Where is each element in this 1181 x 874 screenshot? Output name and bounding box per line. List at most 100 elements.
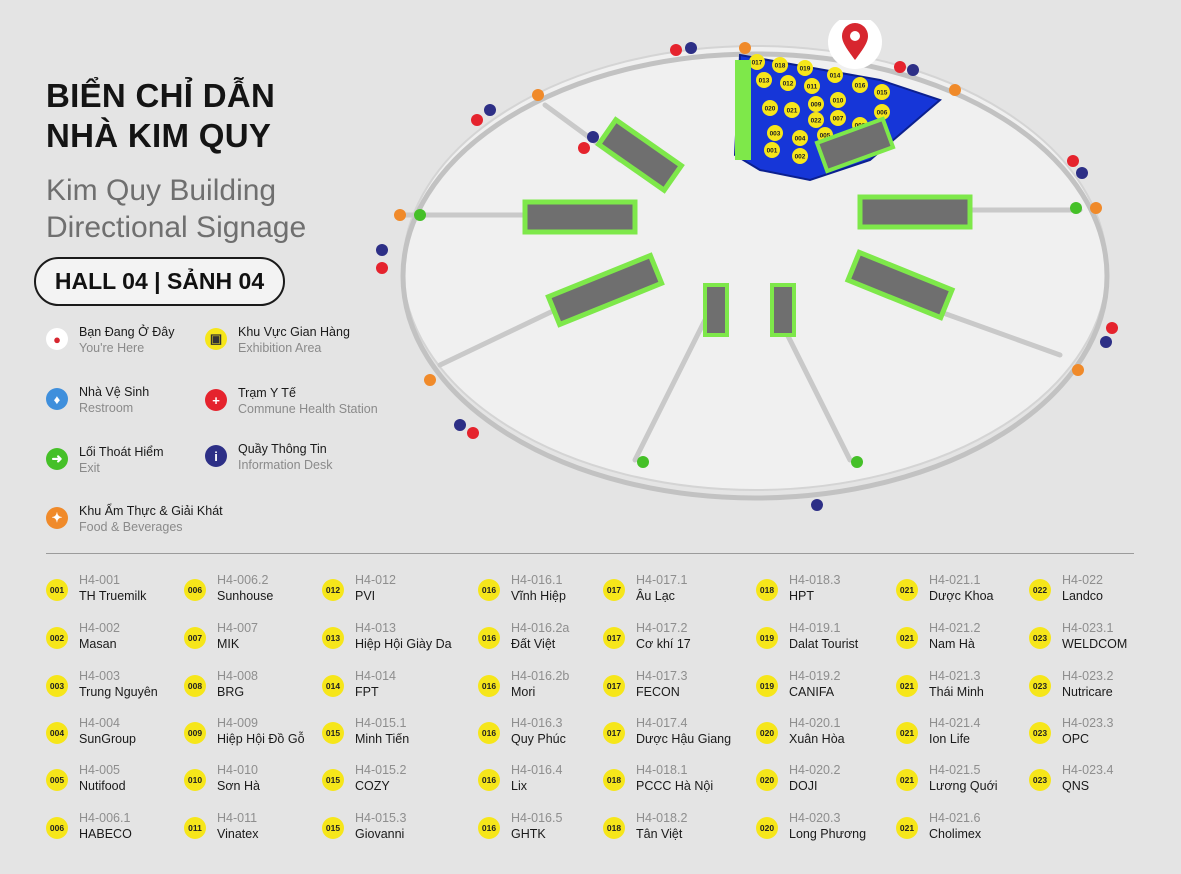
title-en-line-2: Directional Signage [46,211,307,244]
map-booth-badge-label: 004 [795,136,806,143]
booth-entry: 008 H4-008 BRG [184,668,334,700]
booth-code: H4-018.3 [789,573,841,587]
booth-code: H4-006.2 [217,573,269,587]
booth-code: H4-016.2b [511,669,570,683]
health-cross-icon [894,61,906,73]
booth-badge: 016 [478,579,500,601]
booth-name: WELDCOM [1062,637,1128,651]
booth-name: Vinatex [217,827,259,841]
booth-badge: 016 [478,675,500,697]
legend-label-vi: Khu Ẩm Thực & Giải Khát [79,504,223,518]
food-beverage-icon [532,89,544,101]
booth-code: H4-005 [79,763,120,777]
booth-text: H4-023.2 Nutricare [1062,668,1113,700]
booth-badge: 006 [184,579,206,601]
booth-name: Âu Lạc [636,589,675,603]
food-beverage-icon [1072,364,1084,376]
booth-text: H4-001 TH Truemilk [79,572,146,604]
info-icon [587,131,599,143]
info-icon [1076,167,1088,179]
booth-badge: 016 [478,769,500,791]
booth-name: Xuân Hòa [789,732,845,746]
pavilion-center-left [703,283,729,337]
booth-entry: 016 H4-016.1 Vĩnh Hiệp [478,572,628,604]
booth-code: H4-017.4 [636,716,688,730]
booth-name: PVI [355,589,376,603]
booth-name: Landco [1062,589,1104,603]
booth-code: H4-018.2 [636,811,688,825]
booth-text: H4-021.2 Nam Hà [929,620,980,652]
booth-text: H4-005 Nutifood [79,762,126,794]
booth-entry: 012 H4-012 PVI [322,572,472,604]
map-booth-badge-label: 018 [775,63,786,70]
booth-name: Cholimex [929,827,982,841]
booth-text: H4-017.4 Dược Hậu Giang [636,715,731,747]
booth-entry: 022 H4-022 Landco [1029,572,1179,604]
booth-code: H4-021.3 [929,669,981,683]
booth-entry: 018 H4-018.1 PCCC Hà Nội [603,762,753,794]
booth-entry: 021 H4-021.3 Thái Minh [896,668,1046,700]
booth-text: H4-007 MIK [217,620,258,652]
booth-code: H4-022 [1062,573,1103,587]
info-icon [484,104,496,116]
booth-badge: 020 [756,817,778,839]
booth-code: H4-016.3 [511,716,563,730]
booth-entry: 017 H4-017.3 FECON [603,668,753,700]
booth-name: Long Phương [789,827,867,841]
map-booth-badge-label: 022 [811,118,822,125]
booth-badge: 018 [603,769,625,791]
booth-name: CANIFA [789,685,835,699]
exit-icon: ➜ [46,448,68,470]
booth-badge: 023 [1029,769,1051,791]
health-cross-icon [467,427,479,439]
booth-badge: 016 [478,627,500,649]
booth-badge: 017 [603,627,625,649]
booth-entry: 015 H4-015.3 Giovanni [322,810,472,842]
map-booth-badge-label: 005 [820,133,831,140]
title-en-line-1: Kim Quy Building [46,174,277,207]
booth-name: HPT [789,589,814,603]
booth-code: H4-012 [355,573,396,587]
health-cross-icon: + [205,389,227,411]
booth-entry: 018 H4-018.3 HPT [756,572,906,604]
booth-badge: 019 [756,675,778,697]
booth-badge: 023 [1029,722,1051,744]
legend-label-vi: Lối Thoát Hiểm [79,445,164,459]
booth-text: H4-004 SunGroup [79,715,136,747]
booth-entry: 021 H4-021.5 Lương Quới [896,762,1046,794]
booth-badge: 015 [322,817,344,839]
booth-name: TH Truemilk [79,589,147,603]
booth-badge: 021 [896,769,918,791]
section-divider [46,553,1134,554]
hall-label: HALL 04 | SẢNH 04 [34,257,285,306]
legend-label-en: You're Here [79,341,145,355]
booth-entry: 005 H4-005 Nutifood [46,762,196,794]
booth-text: H4-016.2a Đất Việt [511,620,569,652]
booth-code: H4-015.2 [355,763,407,777]
booth-entry: 006 H4-006.2 Sunhouse [184,572,334,604]
location-pin-icon: ● [46,328,68,350]
booth-code: H4-010 [217,763,258,777]
booth-badge: 010 [184,769,206,791]
booth-entry: 015 H4-015.2 COZY [322,762,472,794]
booth-name: Tân Việt [636,827,683,841]
exit-icon [1070,202,1082,214]
booth-entry: 016 H4-016.2b Mori [478,668,628,700]
booth-name: FECON [636,685,680,699]
booth-text: H4-018.2 Tân Việt [636,810,687,842]
booth-text: H4-020.1 Xuân Hòa [789,715,845,747]
booth-name: FPT [355,685,379,699]
booth-name: DOJI [789,779,818,793]
food-beverage-icon [949,84,961,96]
map-booth-badge: 009 [808,96,824,112]
food-beverage-icon [1090,202,1102,214]
exit-icon [414,209,426,221]
legend-item: i Quầy Thông Tin Information Desk [205,441,332,473]
booth-entry: 016 H4-016.5 GHTK [478,810,628,842]
booth-badge: 006 [46,817,68,839]
booth-badge: 005 [46,769,68,791]
booth-entry: 023 H4-023.3 OPC [1029,715,1179,747]
booth-text: H4-021.6 Cholimex [929,810,981,842]
booth-name: Cơ khí 17 [636,637,691,651]
booth-badge: 015 [322,722,344,744]
